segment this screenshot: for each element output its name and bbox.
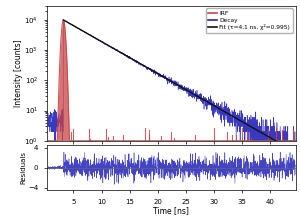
- Y-axis label: Residuals: Residuals: [20, 151, 26, 184]
- Y-axis label: Intensity [counts]: Intensity [counts]: [14, 39, 23, 107]
- Legend: IRF, Decay, Fit (τ=4.1 ns, χ²=0.995): IRF, Decay, Fit (τ=4.1 ns, χ²=0.995): [206, 8, 292, 33]
- X-axis label: Time [ns]: Time [ns]: [153, 206, 189, 215]
